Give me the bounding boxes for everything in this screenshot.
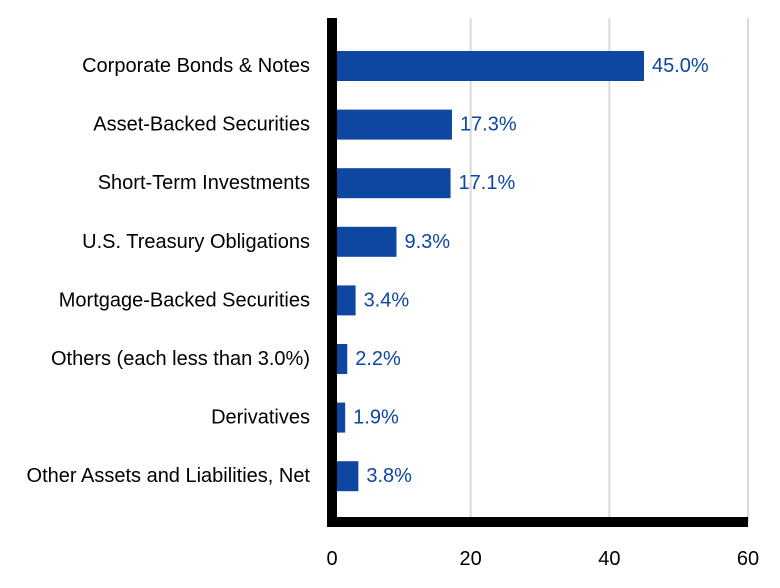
category-label-4: Mortgage-Backed Securities — [59, 289, 310, 311]
category-label-1: Asset-Backed Securities — [93, 114, 310, 136]
x-tick-labels: 0 20 40 60 — [326, 548, 759, 570]
value-label-1: 17.3% — [460, 114, 517, 136]
value-label-2: 17.1% — [459, 172, 516, 194]
value-label-4: 3.4% — [364, 289, 410, 311]
category-label-0: Corporate Bonds & Notes — [82, 55, 310, 77]
category-label-3: U.S. Treasury Obligations — [82, 231, 310, 253]
x-tick-label-20: 20 — [460, 548, 482, 570]
value-label-0: 45.0% — [652, 55, 709, 77]
value-label-5: 2.2% — [355, 348, 401, 370]
bar-2 — [332, 168, 451, 199]
bar-3 — [332, 226, 397, 257]
grid-lines — [469, 18, 749, 522]
category-label-5: Others (each less than 3.0%) — [51, 348, 310, 370]
value-label-7: 3.8% — [366, 465, 412, 487]
bars — [332, 51, 644, 492]
value-labels: 45.0% 17.3% 17.1% 9.3% 3.4% 2.2% 1.9% 3.8% — [353, 55, 709, 487]
axes — [327, 18, 748, 527]
value-label-6: 1.9% — [353, 407, 399, 429]
x-tick-label-40: 40 — [598, 548, 620, 570]
value-label-3: 9.3% — [404, 231, 450, 253]
bar-1 — [332, 109, 452, 140]
bar-4 — [332, 285, 356, 316]
category-label-2: Short-Term Investments — [98, 172, 310, 194]
category-label-7: Other Assets and Liabilities, Net — [27, 465, 311, 487]
x-tick-label-0: 0 — [326, 548, 337, 570]
x-tick-label-60: 60 — [737, 548, 759, 570]
bar-0 — [332, 51, 644, 81]
category-labels: Corporate Bonds & Notes Asset-Backed Secu… — [27, 55, 311, 487]
category-label-6: Derivatives — [211, 407, 310, 429]
